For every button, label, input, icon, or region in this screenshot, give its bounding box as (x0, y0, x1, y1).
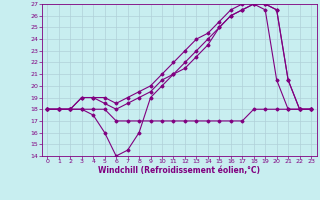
X-axis label: Windchill (Refroidissement éolien,°C): Windchill (Refroidissement éolien,°C) (98, 166, 260, 175)
